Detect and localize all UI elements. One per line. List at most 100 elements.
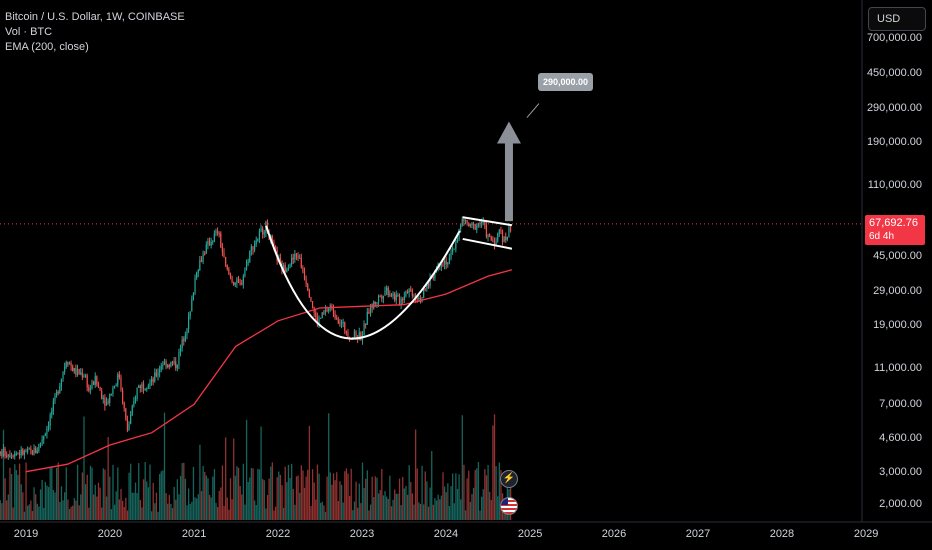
currency-selector[interactable]: USD <box>868 7 926 31</box>
volume-bar <box>234 475 236 520</box>
candle-body <box>497 233 499 242</box>
candle-body <box>107 401 109 403</box>
volume-bar <box>47 487 50 520</box>
volume-bar <box>54 492 56 520</box>
candle-body <box>308 290 310 298</box>
volume-bar <box>442 472 444 520</box>
time-tick-label: 2023 <box>349 528 375 540</box>
candle-body <box>286 269 288 272</box>
lightning-icon[interactable]: ⚡ <box>500 470 518 488</box>
candle-body <box>154 372 156 382</box>
volume-bar <box>199 444 201 520</box>
candle-body <box>117 374 119 385</box>
time-tick-label: 2022 <box>265 528 291 540</box>
candle-body <box>186 329 188 336</box>
volume-bar <box>382 495 385 520</box>
candle-body <box>118 374 120 378</box>
price-tick-label: 110,000.00 <box>867 179 922 192</box>
volume-bar <box>299 492 301 520</box>
volume-bar <box>405 485 407 520</box>
volume-bar <box>28 504 30 520</box>
volume-bar <box>421 465 423 520</box>
volume-bar <box>455 473 457 520</box>
candle-body <box>134 399 137 401</box>
volume-bar <box>110 509 113 520</box>
candle-body <box>253 244 256 251</box>
candle-body <box>480 221 483 224</box>
candle-body <box>287 268 290 270</box>
volume-bar <box>463 464 465 520</box>
candle-body <box>492 240 494 242</box>
candle-body <box>93 381 95 385</box>
volume-bar <box>379 489 381 520</box>
volume-indicator-label[interactable]: Vol · BTC <box>5 26 53 38</box>
volume-bar <box>464 510 467 520</box>
target-price-label[interactable]: 290,000.00 <box>538 73 593 91</box>
candle-body <box>244 269 246 277</box>
volume-bar <box>276 477 278 520</box>
candle-body <box>165 361 167 368</box>
candle-body <box>234 283 236 285</box>
price-tick-label: 190,000.00 <box>866 135 922 148</box>
candle-body <box>17 453 19 455</box>
candle-body <box>179 348 182 352</box>
candle-body <box>175 361 177 369</box>
volume-bar <box>282 507 285 520</box>
price-tick-label: 19,000.00 <box>873 318 922 331</box>
candle-body <box>427 283 430 286</box>
flag-upper-line <box>462 216 513 227</box>
volume-bar <box>339 481 341 520</box>
pattern-annotations <box>265 103 540 340</box>
volume-bar <box>6 500 8 520</box>
candle-body <box>194 277 196 294</box>
candle-body <box>10 455 13 458</box>
candle-body <box>355 331 357 337</box>
candle-body <box>324 309 327 313</box>
candle-body <box>342 322 344 324</box>
volume-bar <box>482 489 484 520</box>
candle-body <box>218 233 220 235</box>
candle-body <box>157 372 159 376</box>
volume-bar <box>197 494 199 520</box>
candle-body <box>171 362 174 364</box>
candle-body <box>67 362 69 365</box>
candle-body <box>247 261 249 263</box>
candle-body <box>43 435 45 440</box>
price-tick-label: 2,000.00 <box>879 498 922 510</box>
candle-body <box>432 276 434 278</box>
volume-bar <box>414 429 417 520</box>
price-tick-label: 700,000.00 <box>866 32 922 44</box>
candle-body <box>424 288 426 290</box>
candle-body <box>302 267 304 272</box>
volume-bar <box>239 485 241 520</box>
candle-body <box>64 366 66 372</box>
volume-bar <box>472 487 475 520</box>
ema-indicator-label[interactable]: EMA (200, close) <box>5 41 89 53</box>
candle-body <box>402 299 404 301</box>
volume-bar <box>84 484 87 520</box>
candle-body <box>381 296 383 299</box>
volume-bar <box>424 471 426 520</box>
candle-body <box>226 264 228 270</box>
candle-body <box>212 241 214 243</box>
volume-bar <box>344 471 346 520</box>
volume-bar <box>160 471 162 520</box>
candle-body <box>213 233 215 242</box>
symbol-title[interactable]: Bitcoin / U.S. Dollar, 1W, COINBASE <box>5 11 185 23</box>
volume-bar <box>205 475 208 520</box>
volume-bar <box>474 470 476 520</box>
candle-body <box>60 378 63 387</box>
candle-body <box>328 308 330 312</box>
candle-body <box>191 298 193 312</box>
us-flag-icon[interactable] <box>500 497 518 515</box>
candle-body <box>410 289 412 291</box>
candle-body <box>379 296 381 298</box>
volume-bar <box>225 437 227 520</box>
candle-body <box>104 398 106 406</box>
candle-body <box>96 376 98 385</box>
volume-bar <box>284 466 286 520</box>
volume-bar <box>402 476 404 520</box>
volume-bar <box>480 496 483 520</box>
cup-curve <box>265 225 461 340</box>
